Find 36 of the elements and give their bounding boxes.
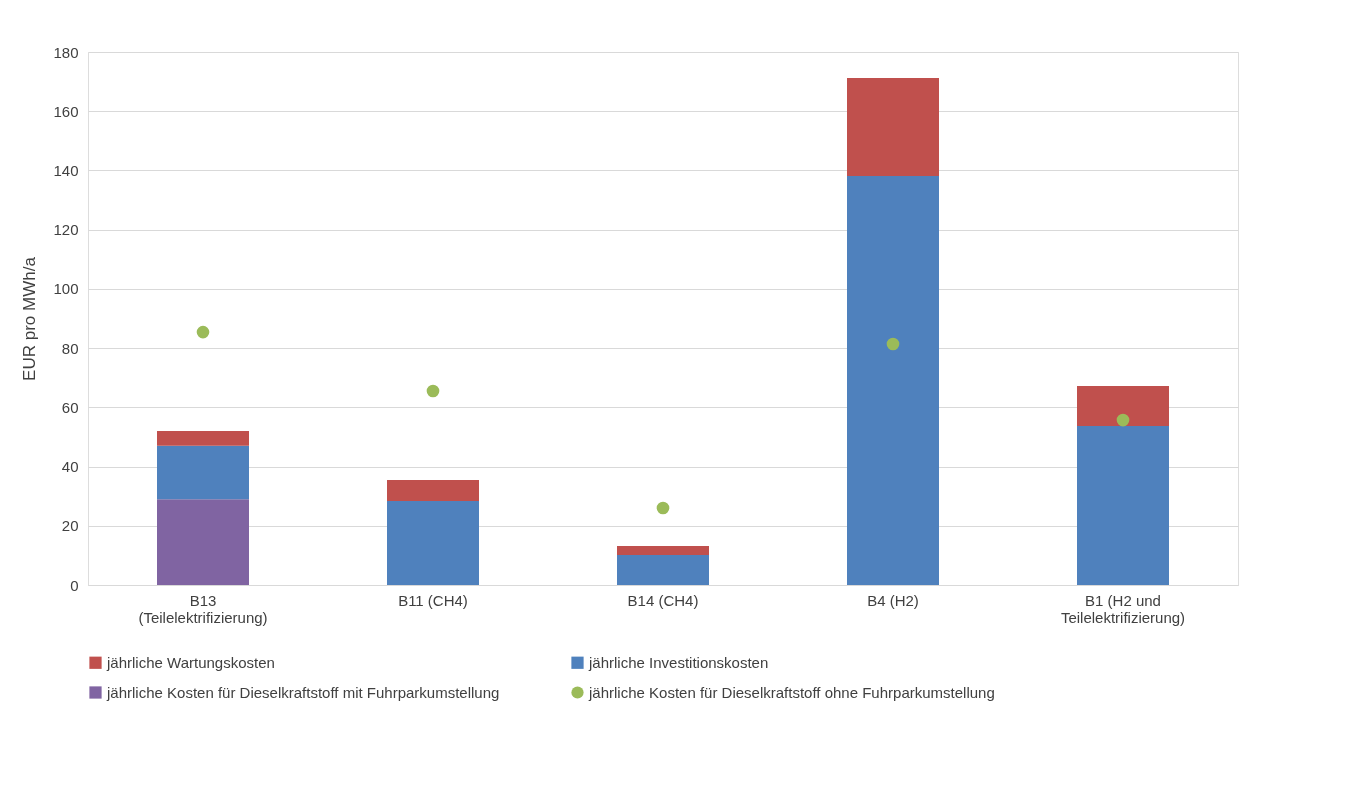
y-tick-label: 180 (53, 43, 79, 61)
x-tick-label: B13 (Teilelektrifizierung) (138, 591, 268, 626)
bar (157, 431, 249, 446)
y-tick-label: 100 (53, 280, 79, 298)
legend-label: jährliche Kosten für Dieselkraftstoff ohne Fuhrparkumstellung (588, 683, 995, 701)
legend-label: jährliche Investitionskosten (588, 653, 769, 671)
legend-label: jährliche Wartungskosten (106, 653, 275, 671)
point (1116, 413, 1130, 427)
x-tick-label: B14 (CH4) (627, 591, 699, 609)
bar (847, 176, 939, 585)
y-tick-label: 0 (70, 576, 79, 594)
y-tick-label: 40 (61, 458, 79, 476)
x-tick-label: B1 (H2 und Teilelektrifizierung) (1060, 591, 1186, 626)
y-tick-label: 60 (61, 398, 79, 416)
y-tick-label: 160 (53, 102, 79, 120)
bar (157, 445, 249, 500)
bar (1077, 425, 1169, 585)
x-tick-label: B11 (CH4) (398, 591, 468, 609)
point (656, 501, 670, 515)
y-tick-label: 20 (61, 517, 79, 535)
x-tick-label: B4 (H2) (867, 591, 919, 609)
point (196, 325, 210, 339)
bar (387, 500, 479, 585)
bar (617, 555, 709, 585)
point (426, 384, 440, 398)
point (886, 337, 900, 351)
y-tick-label: 140 (53, 161, 79, 179)
y-axis-title: EUR pro MWh/a (20, 256, 40, 381)
legend-label: jährliche Kosten für Dieselkraftstoff mit Fuhrparkumstellung (106, 683, 500, 701)
bar (387, 479, 479, 501)
y-tick-label: 80 (61, 339, 79, 357)
bar (847, 78, 939, 177)
bar (1077, 386, 1169, 426)
y-tick-label: 120 (53, 221, 79, 239)
bar (157, 499, 249, 585)
bar (617, 545, 709, 556)
